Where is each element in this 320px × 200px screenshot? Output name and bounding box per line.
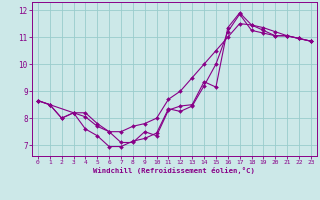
X-axis label: Windchill (Refroidissement éolien,°C): Windchill (Refroidissement éolien,°C) [93, 167, 255, 174]
